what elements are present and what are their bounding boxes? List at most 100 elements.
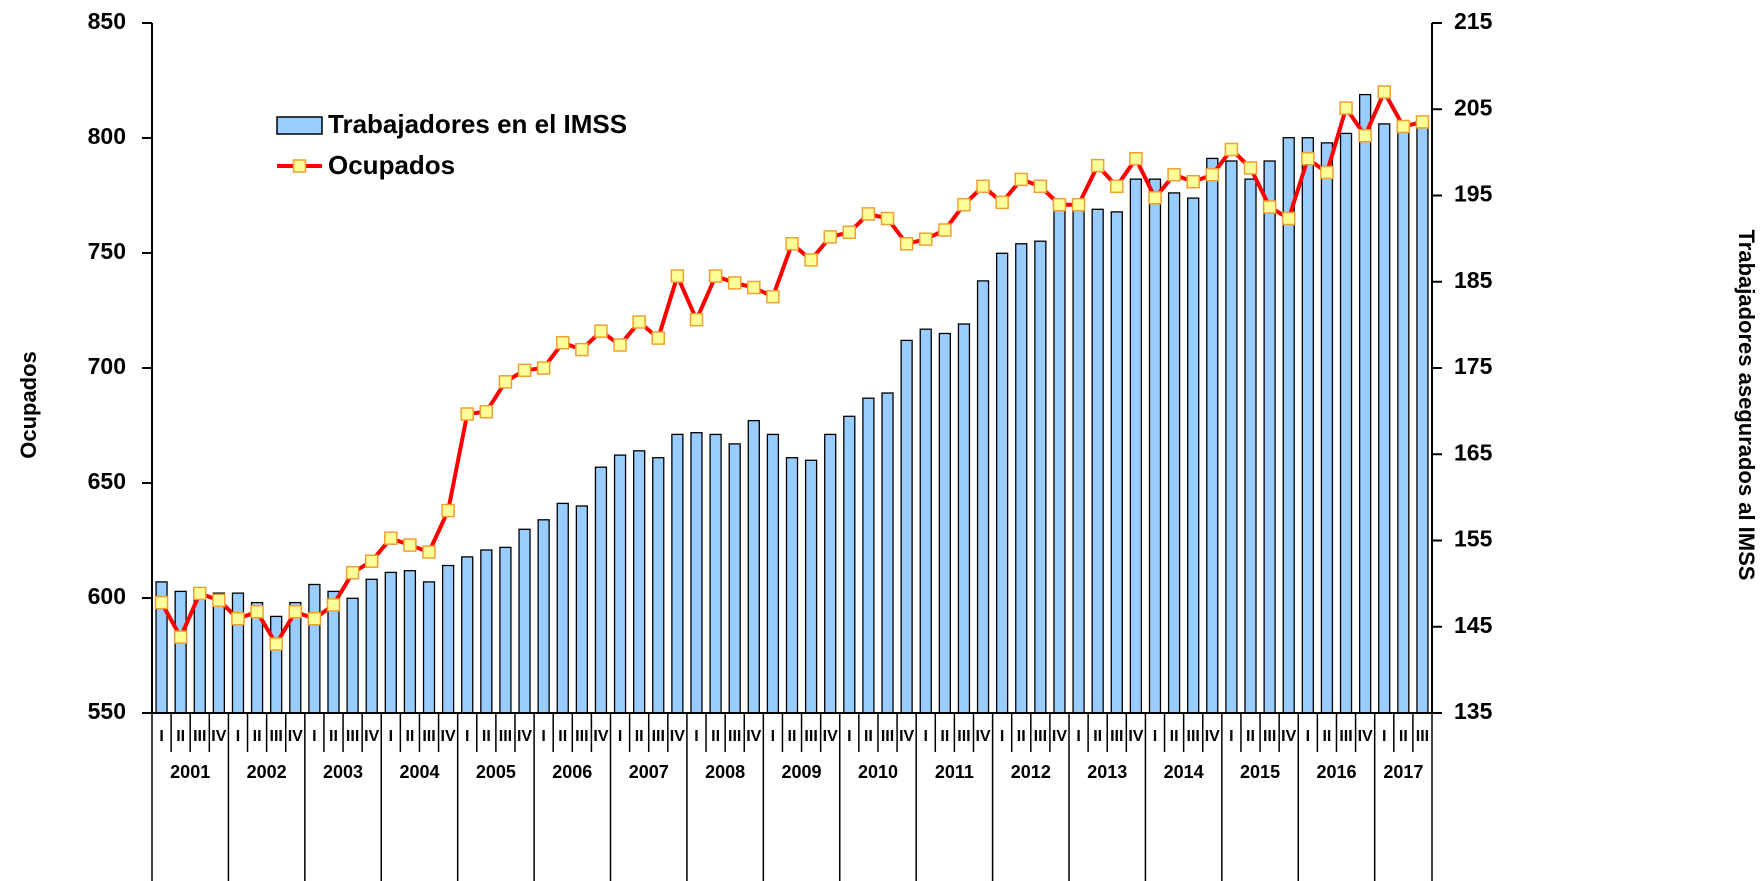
bar: [671, 433, 684, 714]
x-group-label: 2005: [476, 762, 516, 782]
marker: [1415, 115, 1430, 129]
marker: [326, 598, 341, 612]
x-tick-label: IV: [823, 728, 838, 745]
marker: [785, 237, 799, 251]
x-tick-label: IV: [441, 728, 456, 745]
marker: [288, 605, 303, 619]
marker: [1129, 151, 1143, 166]
marker: [938, 223, 952, 237]
x-tick-label: II: [788, 728, 797, 745]
x-tick-label: I: [1382, 728, 1386, 745]
bar: [1320, 142, 1334, 714]
x-tick-label: III: [270, 728, 283, 745]
marker: [1301, 151, 1315, 166]
bar: [308, 583, 321, 714]
marker: [1033, 179, 1048, 194]
marker: [1205, 168, 1220, 182]
y2-tick-label: 135: [1454, 698, 1493, 724]
marker: [651, 331, 666, 345]
x-group-label: 2016: [1316, 762, 1356, 782]
bar: [461, 556, 474, 714]
marker: [861, 207, 876, 221]
x-tick-label: I: [465, 728, 469, 745]
marker: [1396, 119, 1411, 134]
x-tick-label: IV: [670, 728, 685, 745]
marker: [1339, 101, 1353, 115]
x-tick-label: II: [1093, 728, 1102, 745]
marker: [555, 335, 570, 350]
marker: [536, 361, 551, 375]
marker: [1052, 197, 1067, 212]
bar: [766, 433, 780, 714]
bar: [995, 252, 1009, 714]
bar: [843, 415, 856, 714]
x-tick-label: I: [1076, 728, 1080, 745]
marker: [1090, 158, 1105, 173]
x-tick-label: IV: [1358, 728, 1373, 745]
x-group-label: 2015: [1240, 762, 1280, 782]
x-group-label: 2003: [323, 762, 363, 782]
y-tick-label: 600: [88, 583, 126, 609]
x-tick-label: I: [159, 728, 163, 745]
bar: [422, 581, 436, 714]
x-tick-label: III: [499, 728, 512, 745]
marker: [804, 253, 818, 267]
marker: [193, 586, 207, 601]
bar: [1397, 130, 1410, 714]
x-tick-label: I: [236, 728, 240, 745]
x-tick-label: I: [1306, 728, 1310, 745]
bar: [1358, 93, 1372, 714]
bar: [518, 528, 531, 714]
x-tick-label: IV: [517, 728, 532, 745]
marker: [250, 605, 264, 619]
y2-tick-label: 205: [1454, 94, 1493, 120]
marker: [1014, 172, 1029, 187]
marker: [689, 312, 704, 327]
bar: [1072, 206, 1085, 714]
bar: [1378, 123, 1391, 714]
x-tick-label: I: [618, 728, 622, 745]
marker: [403, 538, 417, 552]
x-tick-label: IV: [364, 728, 379, 745]
bar: [652, 457, 665, 714]
x-tick-label: IV: [1128, 728, 1143, 745]
marker: [976, 179, 990, 194]
marker: [517, 363, 532, 378]
x-tick-label: I: [1000, 728, 1004, 745]
bar: [1053, 206, 1066, 714]
x-tick-label: I: [389, 728, 393, 745]
bar: [824, 433, 837, 714]
x-tick-label: II: [1322, 728, 1331, 745]
x-tick-label: II: [405, 728, 414, 745]
x-tick-label: IV: [975, 728, 990, 745]
bar: [976, 280, 990, 714]
bar: [1015, 243, 1028, 714]
x-tick-label: I: [1153, 728, 1157, 745]
bar: [365, 578, 378, 714]
x-tick-label: III: [1187, 728, 1200, 745]
x-tick-label: III: [193, 728, 206, 745]
bar: [346, 597, 359, 714]
x-tick-label: III: [346, 728, 359, 745]
x-tick-label: III: [422, 728, 435, 745]
marker: [364, 554, 379, 568]
marker: [575, 342, 589, 357]
marker: [1377, 85, 1391, 99]
x-group-label: 2007: [629, 762, 669, 782]
x-group-label: 2002: [247, 762, 287, 782]
bar: [709, 433, 722, 714]
marker: [842, 225, 857, 240]
y2-tick-label: 175: [1454, 353, 1493, 379]
marker: [1281, 211, 1296, 226]
marker: [498, 375, 513, 389]
bar: [919, 328, 932, 714]
bar: [881, 392, 894, 714]
marker: [957, 197, 971, 212]
bar: [1339, 132, 1353, 714]
legend-swatch: [276, 116, 323, 135]
marker: [1262, 200, 1277, 214]
x-tick-label: II: [711, 728, 720, 745]
y2-tick-label: 195: [1454, 181, 1493, 207]
bar: [231, 592, 245, 714]
bar: [1225, 160, 1238, 714]
